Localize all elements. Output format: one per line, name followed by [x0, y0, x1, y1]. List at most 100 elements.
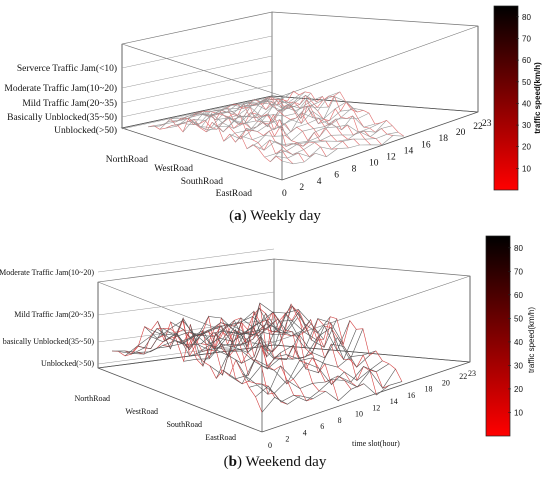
x-tick-label: 4 — [303, 429, 307, 438]
surface-col-line — [159, 96, 282, 130]
surface-col-line — [203, 318, 344, 364]
caption-b: (b) Weekend day — [223, 454, 327, 470]
surface-row-line — [175, 310, 326, 392]
z-level-lines — [97, 248, 275, 365]
x-tick-label: 16 — [421, 140, 431, 150]
surface-col-line — [241, 107, 364, 141]
y-tick-label: EastRoad — [216, 189, 253, 199]
y-tick-label: NorthRoad — [74, 394, 110, 403]
surface-row-line — [226, 307, 377, 396]
x-tick-label: 16 — [407, 391, 415, 400]
colorbar-ticks: 10 20 30 40 50 60 70 80 — [516, 13, 531, 173]
surface-col-line — [246, 112, 370, 149]
top-front-edge — [97, 281, 263, 347]
colorbar-tick-label: 10 — [514, 409, 523, 418]
weekly-day-chart: Serverce Traffic Jam(<10) Moderate Traff… — [4, 5, 542, 199]
floor-frame — [97, 344, 471, 433]
surface-col-line — [183, 309, 324, 362]
surface-col-line — [258, 122, 381, 150]
top-right-edge — [261, 275, 471, 347]
surface-col-line — [147, 99, 271, 128]
z-label: Unblocked(>50) — [41, 359, 94, 368]
z-label: Mild Traffic Jam(20~35) — [22, 98, 117, 109]
surface-col-line — [242, 360, 383, 395]
surface-col-line — [206, 106, 329, 133]
colorbar-tick-label: 60 — [514, 291, 523, 300]
x-tick-label: 10 — [369, 159, 379, 169]
surface-row-line — [269, 90, 405, 137]
surface-col-line — [157, 316, 298, 350]
colorbar-tick-label: 70 — [514, 267, 523, 276]
y-tick-label: WestRoad — [154, 164, 193, 174]
colorbar-tick-label: 30 — [522, 121, 531, 130]
surface-col-line — [252, 115, 375, 151]
surface-col-line — [200, 96, 323, 129]
surface-col-line — [235, 350, 376, 385]
colorbar-tick-label: 40 — [514, 338, 523, 347]
x-tick-label: 2 — [285, 435, 289, 444]
weekend-day-chart: Moderate Traffic Jam(10~20) Mild Traffic… — [0, 235, 536, 450]
surface-col-line — [124, 324, 266, 357]
colorbar-tick-label: 80 — [522, 13, 531, 22]
colorbar-tick-label: 20 — [522, 143, 531, 152]
x-tick-label: 4 — [317, 177, 322, 187]
caption-tag: b — [228, 454, 237, 470]
z-label: Serverce Traffic Jam(<10) — [17, 63, 117, 74]
caption-tag: a — [234, 208, 242, 224]
surface-col-line — [209, 320, 351, 376]
surface-col-line — [216, 327, 357, 379]
surface-col-line — [171, 90, 294, 126]
colorbar-tick-label: 50 — [522, 78, 531, 87]
surface-col-line — [222, 328, 364, 380]
surface-mesh — [147, 90, 405, 165]
colorbar-tick-label: 70 — [522, 35, 531, 44]
surface-row-line — [203, 106, 338, 150]
x-tick-label: 18 — [439, 134, 449, 144]
surface-col-line — [211, 95, 335, 133]
x-tick-label: 23 — [468, 369, 476, 378]
z-label: basically Unblocked(35~50) — [3, 337, 95, 346]
surface-col-line — [170, 302, 311, 351]
z-label: Moderate Traffic Jam(10~20) — [0, 268, 94, 277]
x-tick-label: 20 — [456, 128, 466, 138]
surface-row-line — [188, 311, 339, 401]
y-tick-label: WestRoad — [125, 407, 158, 416]
y-tick-label: EastRoad — [205, 433, 236, 442]
surface-col-line — [255, 368, 396, 403]
colorbar-tick-label: 40 — [522, 99, 531, 108]
colorbar-tick-label: 80 — [514, 244, 523, 253]
top-right-edge — [281, 25, 479, 97]
z-label: Basically Unblocked(35~50) — [7, 112, 117, 123]
surface-col-line — [217, 91, 341, 130]
surface-row-line — [239, 322, 390, 389]
x-tick-label: 18 — [425, 385, 433, 394]
x-tick-label: 10 — [355, 410, 363, 419]
z-label: Mild Traffic Jam(20~35) — [14, 310, 94, 319]
colorbar-tick-label: 30 — [514, 361, 523, 370]
colorbar-tick-label: 20 — [514, 385, 523, 394]
x-tick-label: 14 — [390, 397, 398, 406]
x-tick-labels: 0 2 4 6 8 10 12 14 16 18 20 22 23 — [282, 119, 492, 199]
top-front-edge — [121, 43, 283, 97]
x-tick-label: 2 — [299, 183, 304, 193]
z-label: Unblocked(>50) — [54, 125, 117, 136]
x-tick-label: 0 — [282, 189, 287, 199]
y-tick-label: SouthRoad — [181, 177, 223, 187]
x-tick-label: 20 — [442, 378, 450, 387]
x-tick-label: 8 — [352, 165, 357, 175]
back-pane-left — [121, 11, 273, 129]
x-tick-label: 22 — [473, 122, 483, 132]
surface-col-line — [177, 94, 300, 125]
colorbar-tick-label: 50 — [514, 314, 523, 323]
colorbar — [493, 5, 519, 191]
colorbar-label: traffic speed(km/h) — [533, 62, 542, 134]
colorbar-tick-label: 10 — [522, 164, 531, 173]
surface-col-line — [190, 305, 331, 367]
y-tick-label: SouthRoad — [166, 420, 202, 429]
surface-col-line — [188, 92, 312, 128]
surface-col-line — [229, 105, 352, 140]
colorbar-label: traffic speed(km/h) — [527, 307, 536, 373]
x-tick-label: 22 — [459, 372, 467, 381]
surface-col-line — [261, 381, 403, 413]
x-tick-label: 0 — [268, 441, 272, 450]
